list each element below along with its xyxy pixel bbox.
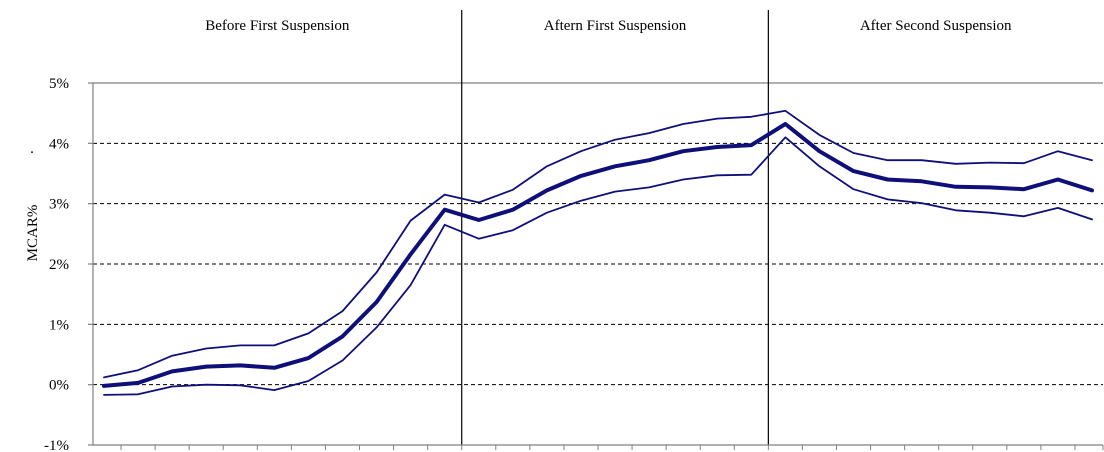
y-tick-label: 2% [49, 257, 69, 273]
section-dividers [461, 10, 769, 445]
y-tick-label: 5% [49, 76, 69, 92]
labels: 5% 4% 3% 2% 1% 0% -1% Before First Suspension Af… [44, 18, 1012, 452]
grid-layer [93, 82, 1103, 386]
series-line-upper [103, 109, 1093, 379]
section-label: Aftern First Suspension [544, 18, 687, 34]
section-label: Before First Suspension [205, 18, 350, 34]
series-line-lower [103, 136, 1093, 396]
y-tick-label: -1% [44, 438, 69, 452]
series-layer [102, 109, 1094, 396]
y-tick-label: 0% [49, 378, 69, 394]
y-axis-mark: . [30, 141, 34, 157]
y-tick-label: 3% [49, 197, 69, 213]
section-label: After Second Suspension [860, 18, 1012, 34]
y-tick-label: 4% [49, 136, 69, 152]
series-line-mean [102, 122, 1094, 388]
y-tick-label: 1% [49, 317, 69, 333]
y-axis-title: MCAR% [25, 205, 41, 262]
axes [88, 82, 1104, 450]
